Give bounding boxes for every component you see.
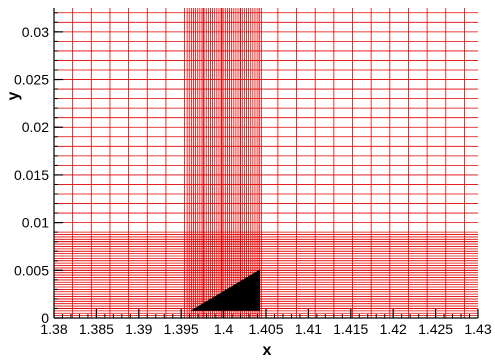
- x-tick-label: 1.385: [79, 321, 114, 337]
- x-tick-label: 1.38: [40, 321, 67, 337]
- x-axis-title: x: [263, 342, 272, 359]
- y-tick-label: 0.02: [22, 119, 49, 135]
- x-tick-label: 1.415: [333, 321, 368, 337]
- y-tick-label: 0: [41, 310, 49, 326]
- y-tick-label: 0.025: [14, 72, 49, 88]
- x-tick-label: 1.4: [214, 321, 234, 337]
- x-tick-label: 1.425: [418, 321, 453, 337]
- wedge-shape: [190, 269, 261, 311]
- x-tick-label: 1.395: [164, 321, 199, 337]
- x-tick-label: 1.43: [464, 321, 491, 337]
- wedge-body: [190, 269, 261, 311]
- mesh-grid: [53, 8, 478, 319]
- x-tick-label: 1.42: [380, 321, 407, 337]
- x-tick-label: 1.41: [295, 321, 322, 337]
- y-tick-label: 0.03: [22, 24, 49, 40]
- y-tick-label: 0.015: [14, 167, 49, 183]
- x-axis-ticks: 1.38 1.385 1.39 1.395 1.4 1.405 1.41 1.415 1.42 1…: [40, 309, 492, 337]
- y-tick-label: 0.01: [22, 215, 49, 231]
- y-tick-label: 0.005: [14, 262, 49, 278]
- x-tick-label: 1.405: [248, 321, 283, 337]
- y-axis-title: y: [5, 91, 22, 100]
- axes-frame: [53, 8, 478, 319]
- x-tick-label: 1.39: [125, 321, 152, 337]
- y-axis-ticks: 0 0.005 0.01 0.015 0.02 0.025 0.03: [14, 12, 63, 326]
